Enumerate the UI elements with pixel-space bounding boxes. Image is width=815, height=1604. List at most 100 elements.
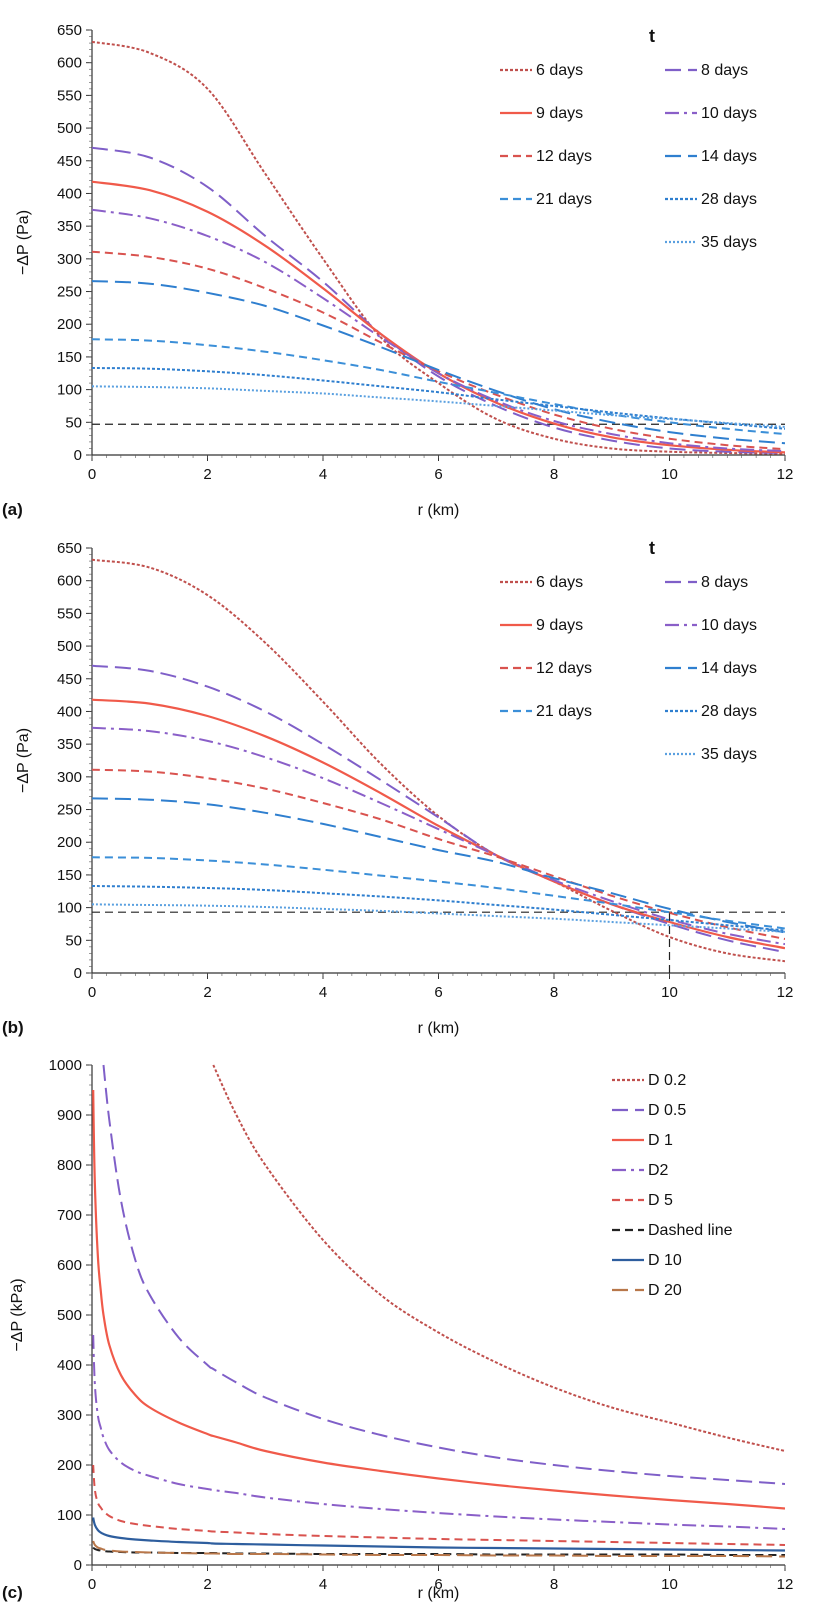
chart-panel-1: 0 50 100 150 200 250 300 350 400 450 500 550 600 650 0…: [2, 22, 793, 519]
legend-label: 10 days: [701, 105, 757, 122]
x-tick-label: 0: [88, 1576, 96, 1593]
x-tick-label: 0: [88, 984, 96, 1001]
legend: D 0.2 D 0.5 D 1 D2 D 5 Dashed line D 10 D 20: [612, 1072, 733, 1299]
series-line-2-5: [92, 768, 785, 940]
legend-label: 35 days: [701, 234, 757, 251]
x-tick-label: 6: [434, 984, 442, 1001]
legend-label: 21 days: [536, 703, 592, 720]
series-line-1-6: [92, 280, 785, 445]
series-line-1-3: [92, 180, 785, 454]
series-line-2-2: [92, 664, 785, 954]
series-line-2-8: [92, 885, 785, 932]
chart-panel-2: 0 50 100 150 200 250 300 350 400 450 500 550 600 650 0…: [2, 538, 793, 1037]
y-tick-label: 400: [57, 1357, 82, 1374]
chart-panel-3: 0 100 200 300 400 500 600 700 800 900 1000 0 2 4 6 8 10 1…: [2, 1057, 793, 1602]
x-tick-label: 12: [777, 1576, 794, 1593]
y-tick-label: 700: [57, 1207, 82, 1224]
legend: t 6 days 8 days 9 days 10 days 12 days 14 days…: [500, 26, 757, 251]
y-tick-label: 100: [57, 1507, 82, 1524]
y-tick-label: 200: [57, 316, 82, 333]
y-tick-label: 450: [57, 671, 82, 688]
series-line-3-8: [92, 1540, 785, 1558]
legend-label: 6 days: [536, 574, 583, 591]
series-line-3-3: [92, 1089, 785, 1510]
y-tick-label: 500: [57, 638, 82, 655]
x-tick-label: 10: [661, 984, 678, 1001]
panel-label: (c): [2, 1583, 23, 1602]
series-line-2-6: [92, 797, 785, 934]
y-tick-label: 650: [57, 540, 82, 557]
legend-label: D 10: [648, 1252, 682, 1269]
y-tick-label: 0: [74, 965, 82, 982]
series-line-3-5: [92, 1464, 785, 1546]
legend-label: 8 days: [701, 62, 748, 79]
legend-label: 9 days: [536, 617, 583, 634]
y-tick-label: 450: [57, 153, 82, 170]
x-tick-label: 12: [777, 984, 794, 1001]
plot-area: [92, 40, 785, 455]
x-tick-label: 10: [661, 1576, 678, 1593]
y-tick-label: 350: [57, 736, 82, 753]
x-tick-label: 10: [661, 466, 678, 483]
series-line-2-9: [92, 903, 785, 933]
legend-title: t: [649, 26, 655, 46]
x-tick-label: 8: [550, 984, 558, 1001]
y-tick-label: 900: [57, 1107, 82, 1124]
x-tick-label: 6: [434, 466, 442, 483]
y-tick-label: 650: [57, 22, 82, 39]
legend-label: 8 days: [701, 574, 748, 591]
y-tick-label: 500: [57, 1307, 82, 1324]
series-line-2-3: [92, 698, 785, 950]
x-tick-label: 2: [203, 1576, 211, 1593]
legend-label: D 0.2: [648, 1072, 686, 1089]
legend-label: D2: [648, 1162, 669, 1179]
y-tick-label: 600: [57, 55, 82, 72]
y-tick-label: 250: [57, 284, 82, 301]
series-line-3-2: [102, 1064, 785, 1485]
y-tick-label: 0: [74, 447, 82, 464]
y-tick-label: 50: [65, 932, 82, 949]
series-line-3-7: [92, 1517, 785, 1552]
plot-area: [92, 1064, 785, 1558]
legend-label: 28 days: [701, 191, 757, 208]
y-tick-label: 600: [57, 573, 82, 590]
x-tick-label: 4: [319, 1576, 327, 1593]
x-axis-title: r (km): [418, 1020, 460, 1037]
x-axis-title: r (km): [418, 1585, 460, 1602]
panel-label: (a): [2, 500, 23, 519]
y-tick-label: 550: [57, 87, 82, 104]
series-line-1-1: [92, 40, 785, 455]
x-tick-label: 4: [319, 984, 327, 1001]
y-axis-title: −ΔP (kPa): [9, 1278, 26, 1351]
x-tick-label: 6: [434, 1576, 442, 1593]
panel-label: (b): [2, 1018, 24, 1037]
legend-label: 14 days: [701, 660, 757, 677]
legend-label: D 20: [648, 1282, 682, 1299]
y-axis-title: −ΔP (Pa): [15, 728, 32, 793]
y-tick-label: 550: [57, 605, 82, 622]
legend-label: Dashed line: [648, 1222, 733, 1239]
y-tick-label: 350: [57, 218, 82, 235]
legend-label: 9 days: [536, 105, 583, 122]
x-axis-title: r (km): [418, 502, 460, 519]
x-tick-label: 2: [203, 984, 211, 1001]
y-tick-label: 0: [74, 1557, 82, 1574]
legend-title: t: [649, 538, 655, 558]
y-tick-label: 300: [57, 1407, 82, 1424]
y-tick-label: 200: [57, 834, 82, 851]
y-tick-label: 300: [57, 251, 82, 268]
legend-label: 12 days: [536, 148, 592, 165]
legend-label: D 0.5: [648, 1102, 686, 1119]
series-line-2-7: [92, 856, 785, 930]
x-tick-label: 0: [88, 466, 96, 483]
legend-label: 35 days: [701, 746, 757, 763]
y-tick-label: 400: [57, 185, 82, 202]
y-tick-label: 150: [57, 349, 82, 366]
plot-area: [92, 558, 785, 973]
legend-label: 6 days: [536, 62, 583, 79]
y-tick-label: 250: [57, 802, 82, 819]
legend-label: D 5: [648, 1192, 673, 1209]
y-tick-label: 1000: [49, 1057, 82, 1074]
y-tick-label: 100: [57, 382, 82, 399]
